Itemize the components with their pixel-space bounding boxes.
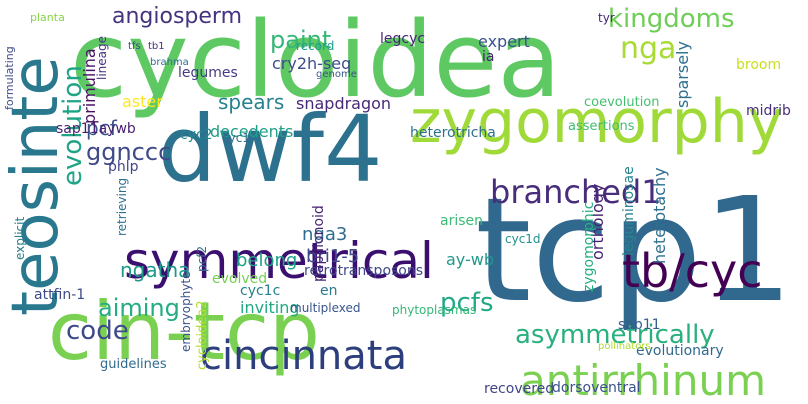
word: dwf4 [158, 96, 383, 203]
word: cycloidea [70, 0, 562, 121]
word: zygomorphic [581, 201, 597, 292]
word: sap11 [618, 317, 661, 333]
word: attfin-1 [34, 287, 86, 303]
word: symmetrical [124, 232, 434, 290]
word: tb1 [148, 41, 165, 52]
word: decedents [210, 122, 294, 141]
word: aster [122, 92, 163, 111]
word: arisen [440, 213, 484, 229]
word: tfs [128, 41, 141, 52]
word: asymmetrically [515, 320, 715, 350]
word: recovered [484, 381, 555, 397]
word: cincinnata [200, 333, 407, 379]
word: code [66, 316, 129, 346]
word: assertions [568, 119, 635, 134]
word: pcf2 [195, 245, 209, 272]
word: nga3 [302, 224, 348, 245]
word: pollinators [598, 341, 651, 352]
word: ggnccc [86, 138, 172, 166]
word: cry2h-seq [272, 54, 352, 73]
word: en [320, 283, 338, 299]
word: brahma [150, 57, 189, 68]
word: formulating [3, 46, 16, 110]
word: belong [236, 250, 298, 271]
word: cyc1d [505, 232, 541, 246]
word: cycloidea2 [195, 300, 210, 370]
word: zygomorphy [410, 87, 784, 157]
word: retrieving [115, 177, 129, 236]
word: expert [478, 32, 530, 51]
word: retrotransposons [304, 263, 424, 279]
word: phytoplasmas [392, 303, 477, 317]
word: record [296, 39, 335, 53]
word: heterotricha [410, 125, 496, 141]
word: evolved [212, 271, 268, 287]
word: paint [270, 26, 332, 54]
word: cyc2 [180, 127, 213, 143]
word: nga [620, 31, 677, 66]
word: papilionoid [311, 205, 327, 282]
word: planta [30, 11, 65, 24]
word: branched1 [490, 173, 662, 211]
word: sap11aywb [56, 121, 136, 137]
word: tb/cyc [622, 244, 763, 298]
word: ia [482, 49, 495, 65]
word: multiplexed [290, 301, 361, 315]
word: leguminosae [621, 166, 637, 256]
word: tcp1 [475, 166, 794, 334]
word: ngatha [120, 258, 191, 282]
word: snapdragon [296, 94, 392, 113]
word: sparsely [673, 41, 692, 108]
word: legcyc [380, 31, 426, 47]
word: ay-wb [446, 250, 495, 269]
word: embryophyte [179, 271, 193, 352]
word: legumes [178, 65, 238, 81]
word: dorsoventral [552, 380, 641, 396]
word: guidelines [100, 357, 167, 372]
word: pcf [86, 116, 117, 140]
word: spears [218, 90, 285, 114]
word: heterotachy [650, 167, 669, 264]
word: cin-tcp [48, 285, 320, 378]
word: kingdoms [608, 4, 735, 34]
word: cyc1 [222, 131, 250, 145]
word: angiosperm [112, 4, 243, 29]
word: broom [736, 57, 782, 73]
word: cyc1c [240, 283, 281, 299]
word: coevolution [584, 95, 660, 110]
word: aiming [98, 294, 180, 322]
word: evolutionary [636, 343, 724, 359]
word: pcfs [440, 288, 494, 318]
word: genome [316, 69, 357, 80]
word: inviting [240, 298, 300, 317]
word: antirrhinum [520, 356, 766, 404]
word: phlp [108, 159, 139, 175]
word: bri1-5 [306, 246, 360, 267]
word: lineage [95, 35, 109, 80]
word: midrib [746, 103, 791, 119]
word: tyr [598, 11, 615, 25]
word: explicit [13, 216, 27, 260]
